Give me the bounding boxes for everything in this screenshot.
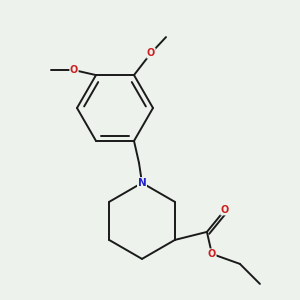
Text: O: O	[70, 65, 78, 75]
Text: O: O	[208, 249, 216, 259]
Text: N: N	[138, 178, 146, 188]
Text: N: N	[138, 178, 146, 188]
Text: O: O	[147, 48, 155, 58]
Text: O: O	[221, 205, 229, 215]
